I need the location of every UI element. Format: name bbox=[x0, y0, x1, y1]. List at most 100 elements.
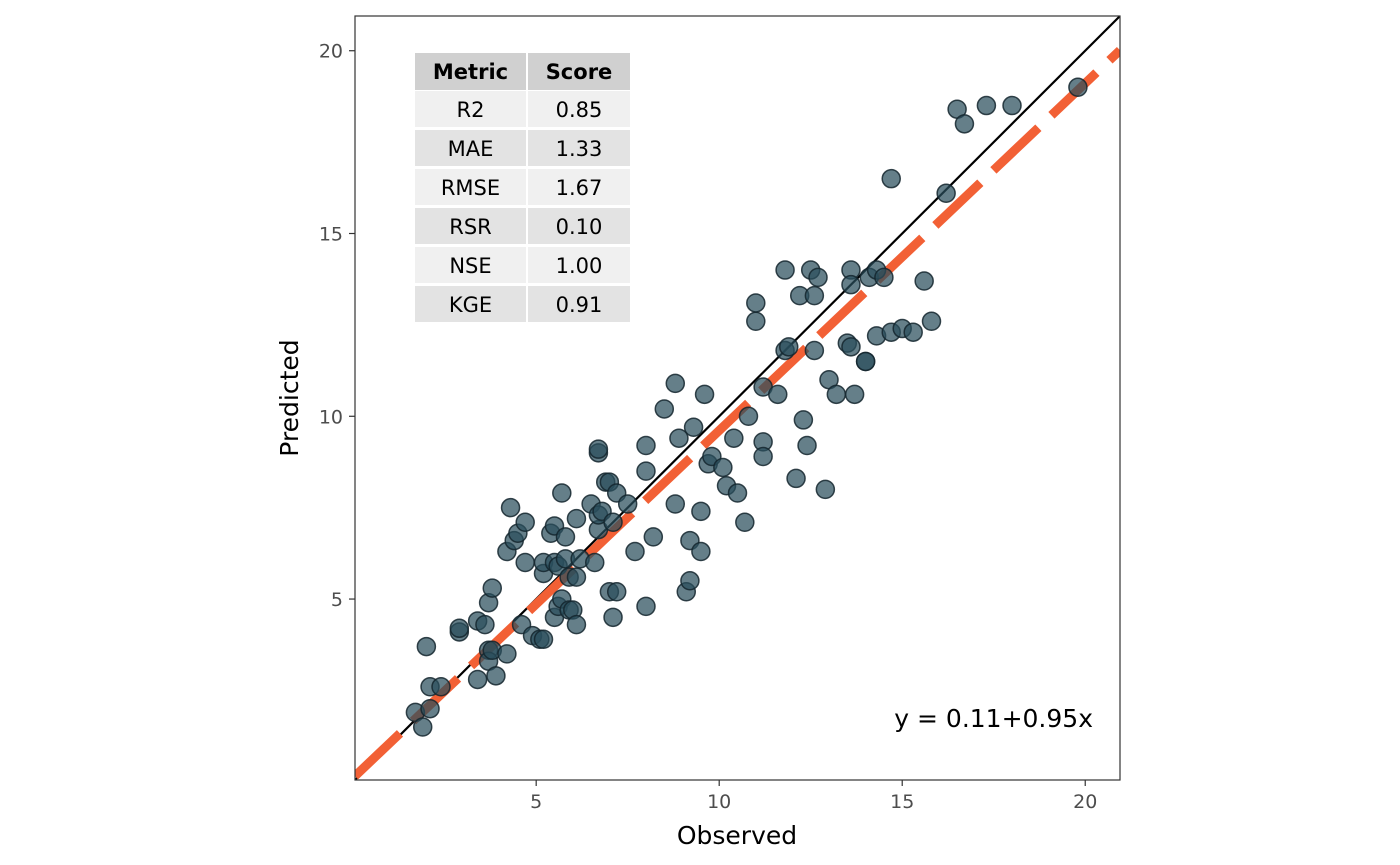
metric-score: 0.91 bbox=[556, 293, 603, 317]
data-point bbox=[786, 468, 806, 489]
data-point bbox=[738, 406, 759, 427]
data-point bbox=[724, 428, 744, 448]
data-point bbox=[617, 494, 638, 514]
table-cell bbox=[415, 130, 526, 166]
data-point bbox=[467, 669, 488, 690]
y-tick-label: 15 bbox=[319, 224, 343, 246]
data-point bbox=[636, 461, 656, 481]
data-point bbox=[826, 384, 847, 405]
plot-border bbox=[354, 15, 1121, 781]
data-point bbox=[844, 384, 865, 405]
data-point bbox=[954, 114, 975, 134]
metric-name: RMSE bbox=[441, 176, 500, 200]
metric-score: 1.33 bbox=[556, 137, 603, 161]
table-cell bbox=[528, 286, 630, 322]
x-axis: 5 10 15 20 bbox=[530, 780, 1097, 813]
data-point bbox=[694, 384, 715, 405]
table-cell bbox=[528, 208, 630, 244]
data-point bbox=[793, 410, 814, 430]
data-point bbox=[566, 567, 587, 587]
data-point bbox=[654, 399, 675, 419]
data-point bbox=[416, 636, 437, 657]
data-point bbox=[515, 552, 535, 573]
data-point bbox=[497, 644, 517, 664]
table-cell bbox=[415, 169, 526, 205]
data-point bbox=[713, 457, 733, 478]
metrics-table: Metric Score R2 0.85 MAE 1.33 RMSE 1.67 RSR 0.10 N… bbox=[415, 53, 630, 322]
data-point bbox=[636, 596, 656, 617]
table-header-cell bbox=[415, 53, 526, 90]
data-point bbox=[1068, 77, 1088, 98]
x-tick-label: 5 bbox=[530, 791, 542, 813]
x-tick-label: 10 bbox=[707, 791, 731, 813]
data-point bbox=[775, 260, 795, 280]
table-header-text: Metric bbox=[433, 60, 508, 84]
data-point bbox=[815, 479, 836, 500]
data-point bbox=[412, 717, 433, 737]
data-point bbox=[797, 435, 817, 456]
x-tick-label: 20 bbox=[1073, 791, 1097, 813]
table-cell bbox=[528, 91, 630, 127]
table-cell bbox=[528, 169, 630, 205]
data-point bbox=[881, 168, 901, 189]
data-point bbox=[533, 629, 554, 650]
data-point bbox=[874, 267, 894, 288]
data-point bbox=[808, 267, 828, 288]
table-cell bbox=[528, 130, 630, 166]
data-point bbox=[555, 527, 576, 547]
data-point bbox=[855, 351, 876, 372]
data-point bbox=[552, 483, 572, 503]
metric-name: RSR bbox=[449, 215, 492, 239]
data-point bbox=[515, 512, 535, 533]
metric-score: 0.10 bbox=[556, 215, 603, 239]
y-axis: 5 10 15 20 bbox=[319, 41, 355, 611]
data-point bbox=[486, 666, 506, 686]
equation-label: y = 0.11+0.95x bbox=[894, 704, 1093, 733]
metric-name: R2 bbox=[457, 98, 485, 122]
metric-score: 1.67 bbox=[556, 176, 603, 200]
data-point bbox=[903, 322, 923, 342]
y-tick-label: 5 bbox=[331, 589, 343, 611]
metric-name: MAE bbox=[448, 137, 494, 161]
data-point bbox=[482, 578, 503, 598]
y-axis-title: Predicted bbox=[275, 339, 304, 456]
data-point bbox=[914, 271, 934, 291]
data-point bbox=[746, 293, 766, 313]
data-point bbox=[625, 541, 645, 562]
table-cell bbox=[528, 247, 630, 283]
x-tick-label: 15 bbox=[890, 791, 914, 813]
points-layer bbox=[405, 77, 1088, 737]
table-cell bbox=[415, 208, 526, 244]
table-header-cell bbox=[528, 53, 630, 90]
x-axis-title: Observed bbox=[677, 821, 797, 850]
data-point bbox=[1002, 95, 1022, 116]
y-tick-label: 10 bbox=[319, 406, 343, 428]
data-point bbox=[778, 337, 799, 357]
data-point bbox=[976, 95, 997, 116]
metric-score: 0.85 bbox=[556, 98, 603, 122]
data-point bbox=[566, 614, 587, 635]
data-point bbox=[665, 373, 686, 394]
metric-name: NSE bbox=[449, 254, 491, 278]
data-point bbox=[665, 494, 686, 514]
data-point bbox=[683, 417, 704, 437]
data-point bbox=[921, 311, 942, 331]
data-point bbox=[735, 512, 755, 533]
table-cell bbox=[415, 286, 526, 322]
data-point bbox=[431, 677, 451, 697]
data-point bbox=[936, 183, 956, 204]
table-header-text: Score bbox=[546, 60, 613, 84]
data-point bbox=[768, 384, 788, 405]
data-point bbox=[680, 571, 700, 591]
data-point bbox=[804, 285, 825, 306]
data-point bbox=[606, 581, 627, 602]
data-point bbox=[753, 446, 773, 467]
table-cell bbox=[415, 247, 526, 283]
data-point bbox=[420, 698, 440, 719]
metric-name: KGE bbox=[449, 293, 492, 317]
data-point bbox=[841, 337, 861, 357]
data-point bbox=[691, 541, 711, 562]
data-point bbox=[584, 552, 605, 573]
data-point bbox=[636, 435, 656, 456]
